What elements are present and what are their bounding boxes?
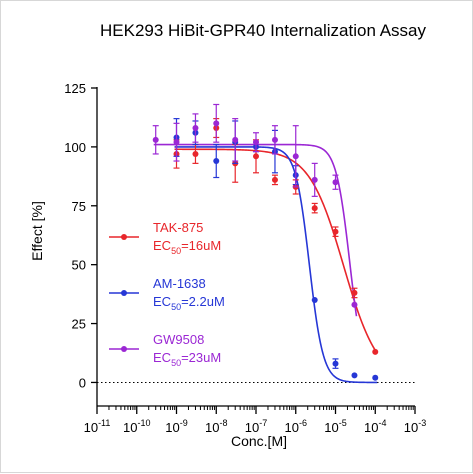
data-point — [332, 360, 339, 367]
data-point — [372, 348, 379, 355]
data-point — [213, 120, 220, 127]
legend-label: AM-1638 — [153, 276, 206, 291]
data-point — [332, 179, 339, 186]
x-tick-label: 10-5 — [324, 418, 346, 435]
y-tick-label: 0 — [79, 375, 86, 390]
legend-marker — [121, 234, 127, 240]
legend-ec50: EC50=16uM — [153, 238, 221, 256]
chart-title: HEK293 HiBit-GPR40 Internalization Assay — [100, 21, 426, 40]
fit-curve-am-1638 — [174, 146, 378, 384]
data-point — [332, 228, 339, 235]
x-tick-label: 10-3 — [404, 418, 426, 435]
data-point — [351, 372, 358, 379]
x-tick-label: 10-4 — [364, 418, 386, 435]
y-tick-label: 50 — [72, 258, 86, 273]
data-point — [271, 176, 278, 183]
data-point — [292, 153, 299, 160]
x-axis-label: Conc.[M] — [231, 433, 287, 449]
x-tick-label: 10-6 — [285, 418, 307, 435]
data-point — [311, 297, 318, 303]
legend: TAK-875 EC50=16uM AM-1638 EC50=2.2uM GW9508 E… — [109, 220, 225, 368]
y-tick-label: 25 — [72, 317, 86, 332]
x-tick-label: 10-10 — [123, 418, 150, 435]
x-tick-label: 10-7 — [245, 418, 267, 435]
data-point — [232, 136, 239, 143]
y-axis-label: Effect [%] — [29, 201, 45, 261]
data-point — [213, 158, 220, 165]
legend-label: GW9508 — [153, 332, 204, 347]
data-point — [152, 136, 159, 143]
y-tick-label: 100 — [64, 140, 86, 155]
data-point — [372, 374, 379, 381]
data-point — [173, 139, 180, 146]
data-point — [253, 153, 259, 160]
data-point — [351, 289, 358, 296]
x-tick-label: 10-11 — [84, 418, 111, 435]
legend-marker — [121, 346, 127, 352]
legend-marker — [121, 290, 127, 296]
data-point — [311, 176, 318, 183]
x-tick-label: 10-8 — [205, 418, 227, 435]
x-tick-label: 10-9 — [165, 418, 187, 435]
legend-ec50: EC50=23uM — [153, 350, 221, 368]
data-point — [311, 205, 318, 212]
legend-ec50: EC50=2.2uM — [153, 294, 225, 312]
data-point — [253, 139, 259, 146]
y-tick-label: 75 — [72, 199, 86, 214]
y-tick-label: 125 — [64, 81, 86, 96]
data-points — [152, 103, 379, 381]
data-point — [192, 125, 199, 132]
data-point — [351, 301, 358, 308]
data-point — [271, 136, 278, 143]
legend-label: TAK-875 — [153, 220, 203, 235]
data-point — [192, 150, 199, 157]
